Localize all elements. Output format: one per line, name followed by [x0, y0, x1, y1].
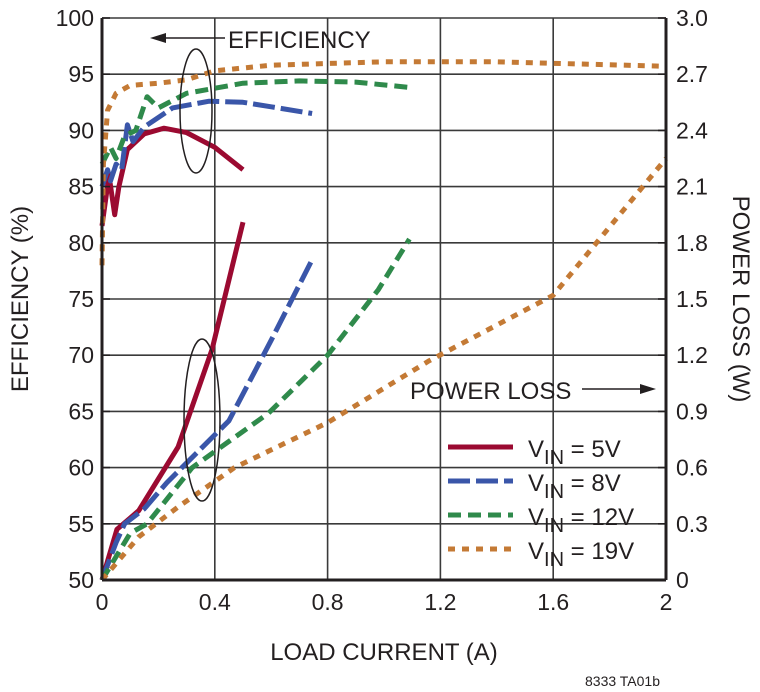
legend-label-rest: = 12V [564, 504, 634, 531]
y2-tick-label: 0.3 [676, 511, 708, 537]
legend-label-main: V [528, 538, 544, 565]
x-tick-label: 2 [660, 589, 673, 615]
legend-label-sub: IN [544, 515, 564, 537]
x-tick-label: 0.8 [312, 589, 344, 615]
legend-label-main: V [528, 504, 544, 531]
x-tick-label: 1.6 [537, 589, 569, 615]
legend-label-sub: IN [544, 447, 564, 469]
series-8v-power-loss-line [99, 258, 315, 581]
y-tick-label: 65 [68, 398, 94, 424]
y-tick-label: 55 [68, 511, 94, 537]
y-tick-label: 70 [68, 342, 94, 368]
series-19v-power-loss-line [100, 156, 668, 582]
y2-tick-label: 2.7 [676, 61, 708, 87]
legend-label-sub: IN [544, 481, 564, 503]
y-tick-label: 95 [68, 61, 94, 87]
legend-label: VIN = 12V [528, 504, 634, 537]
y-tick-label: 100 [56, 5, 94, 31]
legend-item: VIN = 12V [448, 504, 634, 537]
legend-label: VIN = 19V [528, 538, 634, 571]
x-axis-title: LOAD CURRENT (A) [270, 639, 498, 666]
legend-label: VIN = 5V [528, 436, 621, 469]
y-tick-label: 75 [68, 286, 94, 312]
legend-label-rest: = 19V [564, 538, 634, 565]
y2-tick-label: 1.5 [676, 286, 708, 312]
legend-item: VIN = 5V [448, 436, 621, 469]
y2-tick-label: 1.2 [676, 342, 708, 368]
x-tick-label: 0 [96, 589, 109, 615]
power-loss-label: POWER LOSS [410, 378, 571, 405]
efficiency-label: EFFICIENCY [228, 27, 371, 54]
series-group [99, 59, 668, 582]
series-5v-power-loss-line [99, 221, 246, 581]
series-19v-efficiency-line [99, 59, 667, 266]
y-tick-label: 85 [68, 174, 94, 200]
right-arrow-icon [640, 384, 656, 394]
axes [100, 17, 668, 582]
legend-label-main: V [528, 470, 544, 497]
x-tick-label: 1.2 [424, 589, 456, 615]
legend-item: VIN = 19V [448, 538, 634, 571]
y2-tick-label: 1.8 [676, 230, 708, 256]
x-tick-label: 0.4 [199, 589, 231, 615]
left-arrow-icon [150, 33, 166, 43]
tick-labels: 50 55 60 65 70 75 80 85 90 95 100 0 0.3 0.6 0.9 1.2 1.5 1… [56, 5, 709, 615]
legend-label-sub: IN [544, 549, 564, 571]
y-tick-label: 80 [68, 230, 94, 256]
legend-label-rest: = 5V [564, 436, 621, 463]
y2-tick-label: 0 [676, 567, 689, 593]
figure-id: 8333 TA01b [585, 673, 660, 689]
y2-tick-label: 0.9 [676, 398, 708, 424]
y2-tick-label: 2.4 [676, 117, 708, 143]
series-12v-power-loss-line [99, 237, 412, 582]
legend-label-rest: = 8V [564, 470, 621, 497]
legend-label-main: V [528, 436, 544, 463]
y2-tick-label: 2.1 [676, 174, 708, 200]
y-axis-title: EFFICIENCY (%) [7, 206, 34, 392]
series-12v-efficiency-line [99, 78, 413, 166]
power-loss-annotation: POWER LOSS [410, 378, 656, 405]
y2-tick-label: 3.0 [676, 5, 708, 31]
series-8v-efficiency-line [99, 98, 313, 188]
y-tick-label: 90 [68, 117, 94, 143]
grid [102, 17, 666, 580]
y2-tick-label: 0.6 [676, 455, 708, 481]
y-tick-label: 50 [68, 567, 94, 593]
legend-label: VIN = 8V [528, 470, 621, 503]
y-tick-label: 60 [68, 455, 94, 481]
y2-axis-title: POWER LOSS (W) [727, 196, 754, 403]
efficiency-annotation: EFFICIENCY [150, 27, 371, 54]
legend-item: VIN = 8V [448, 470, 621, 503]
efficiency-group-ellipse [179, 48, 213, 174]
power-loss-group-ellipse [183, 338, 221, 502]
